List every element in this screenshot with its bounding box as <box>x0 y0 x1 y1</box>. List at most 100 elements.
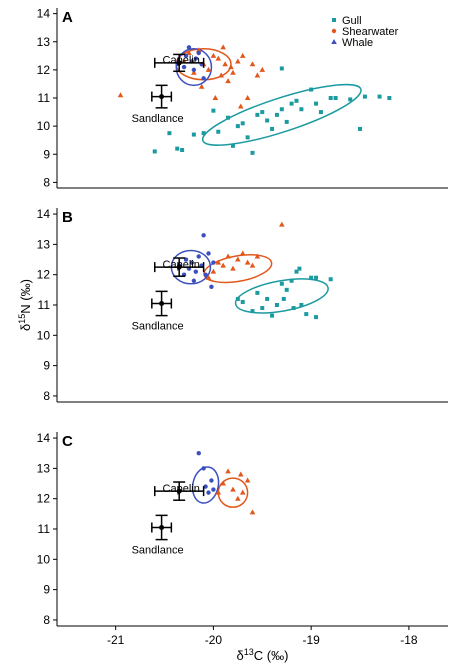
point-gull <box>201 131 206 136</box>
point-shearwater <box>191 69 197 75</box>
point-shearwater <box>237 103 244 109</box>
y-tick-label: 14 <box>37 207 51 221</box>
prey-mean <box>159 94 165 100</box>
point-shearwater <box>235 495 241 501</box>
panel-b: B 8 9 10 11 12 13 14 Capelin Sandlance δ15N (‰) <box>17 207 448 403</box>
y-tick-label: 13 <box>37 35 51 49</box>
prey-label: Capelin <box>163 54 200 66</box>
y-tick-label: 8 <box>43 175 50 189</box>
point-gull <box>309 275 314 280</box>
point-shearwater <box>215 489 222 495</box>
series-gull <box>152 66 392 155</box>
prey-mean <box>176 60 182 66</box>
y-axis-title: δ15N (‰) <box>17 279 33 331</box>
panel-letter: A <box>62 9 73 26</box>
point-shearwater <box>239 52 246 58</box>
y-tick-label: 14 <box>37 7 51 21</box>
point-gull <box>265 296 270 301</box>
prey-mean <box>176 488 182 494</box>
point-gull <box>279 66 284 71</box>
point-shearwater <box>220 44 226 50</box>
ellipse-whale <box>175 48 213 87</box>
ellipse-gull <box>201 83 362 146</box>
point-gull <box>304 312 309 317</box>
point-whale <box>181 64 187 70</box>
x-tick-label: -18 <box>400 633 418 647</box>
point-gull <box>297 266 302 271</box>
point-gull <box>284 287 289 292</box>
point-gull <box>328 96 333 100</box>
point-gull <box>226 115 231 120</box>
point-gull <box>180 148 185 153</box>
point-shearwater <box>235 256 241 262</box>
legend-label: Shearwater <box>342 26 399 38</box>
point-whale <box>201 76 206 81</box>
point-shearwater <box>244 477 251 483</box>
series-shearwater <box>205 221 285 280</box>
point-gull <box>387 96 392 100</box>
point-whale <box>211 260 216 265</box>
point-shearwater <box>230 486 236 492</box>
point-shearwater <box>225 253 231 259</box>
y-tick-label: 11 <box>38 522 51 536</box>
point-gull <box>260 306 265 311</box>
point-gull <box>377 94 382 99</box>
point-whale <box>203 272 208 277</box>
y-tick-label: 13 <box>37 461 51 475</box>
y-tick-label: 12 <box>37 492 51 506</box>
panel-letter: B <box>62 209 73 226</box>
point-shearwater <box>205 66 212 72</box>
prey-mean <box>159 300 165 306</box>
point-gull <box>279 281 284 286</box>
legend-label: Whale <box>342 37 373 49</box>
point-whale <box>203 484 208 489</box>
point-shearwater <box>198 83 205 89</box>
point-shearwater <box>279 221 285 227</box>
y-tick-label: 10 <box>37 328 51 342</box>
prey-mean <box>176 264 182 270</box>
point-shearwater <box>225 78 231 84</box>
y-tick-label: 8 <box>43 613 50 627</box>
point-gull <box>274 112 279 117</box>
point-gull <box>250 309 255 314</box>
y-tick-label: 9 <box>43 359 50 373</box>
point-shearwater <box>220 262 226 268</box>
point-shearwater <box>254 253 261 259</box>
prey-capelin: Capelin <box>154 481 205 501</box>
point-gull <box>235 124 240 129</box>
point-gull <box>191 132 196 137</box>
point-gull <box>299 107 304 112</box>
y-tick-label: 9 <box>43 147 50 161</box>
point-shearwater <box>239 250 246 256</box>
point-shearwater <box>249 61 256 67</box>
legend-marker-gull <box>332 18 336 22</box>
point-shearwater <box>235 58 241 64</box>
point-gull <box>358 126 363 131</box>
point-gull <box>152 149 157 154</box>
y-tick-label: 11 <box>38 91 51 105</box>
x-axis-title-rest: C (‰) <box>254 648 289 663</box>
x-tick-label: -20 <box>205 633 223 647</box>
point-shearwater <box>222 61 228 67</box>
prey-label: Capelin <box>163 259 200 271</box>
y-tick-label: 10 <box>37 119 51 133</box>
prey-sandlance: Sandlance <box>132 514 184 557</box>
point-gull <box>167 131 172 136</box>
point-shearwater <box>215 55 222 61</box>
x-axis-title: δ13C (‰) <box>237 647 289 663</box>
point-gull <box>309 87 314 92</box>
point-gull <box>348 97 353 102</box>
point-whale <box>196 50 201 56</box>
series-whale <box>196 451 216 495</box>
prey-sandlance: Sandlance <box>132 290 184 333</box>
point-shearwater <box>210 52 217 58</box>
point-shearwater <box>205 274 212 280</box>
point-gull <box>299 303 304 307</box>
point-shearwater <box>210 268 217 274</box>
y-axis-title-rest: N (‰) <box>18 279 33 314</box>
point-gull <box>211 108 216 113</box>
point-gull <box>270 313 275 318</box>
point-shearwater <box>228 64 234 70</box>
point-gull <box>240 121 245 126</box>
